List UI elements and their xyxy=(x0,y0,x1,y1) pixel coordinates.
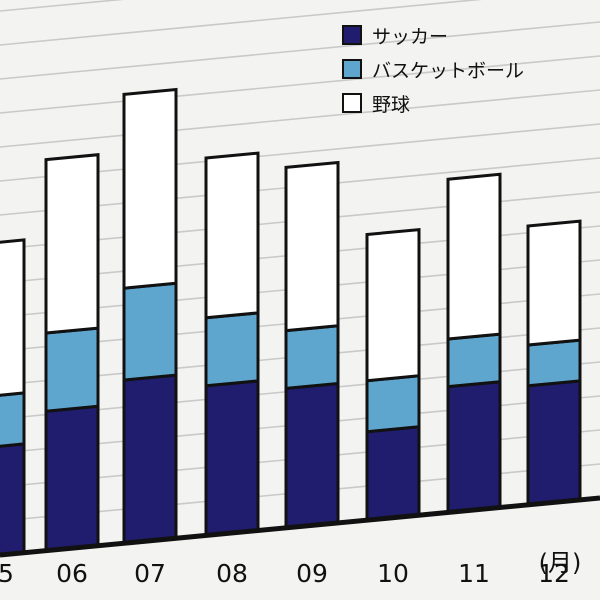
bar-segment-07-series-2 xyxy=(122,87,178,290)
grid-line xyxy=(0,123,600,182)
bar-segment-08-series-1 xyxy=(204,311,260,388)
bar-segment-11-series-1 xyxy=(446,332,502,389)
legend-item-baseball: 野球 xyxy=(342,90,524,116)
grid-line xyxy=(0,0,483,46)
legend-label-soccer: サッカー xyxy=(372,25,449,48)
x-axis-unit-label: (月) xyxy=(539,549,582,577)
bar-segment-11-series-2 xyxy=(446,172,502,341)
bar-segment-07-series-1 xyxy=(122,281,178,382)
x-tick-label: 12 xyxy=(538,559,570,588)
bar-segment-09-series-2 xyxy=(284,160,340,333)
x-tick-label: 05 xyxy=(0,559,14,588)
x-tick-label: 07 xyxy=(134,559,166,588)
x-tick-label: 08 xyxy=(216,559,248,588)
bar-segment-08-series-2 xyxy=(204,151,260,320)
grid-line xyxy=(0,0,125,12)
bar-segment-10-series-0 xyxy=(365,425,421,522)
legend-swatch-basketball xyxy=(342,59,362,79)
x-tick-label: 09 xyxy=(296,559,328,588)
chart-legend: サッカー バスケットボール 野球 xyxy=(342,22,524,116)
legend-label-basketball: バスケットボール xyxy=(372,59,525,82)
grid-line xyxy=(0,21,600,80)
legend-swatch-soccer xyxy=(342,25,362,45)
x-tick-label: 06 xyxy=(56,559,88,588)
x-tick-label: 10 xyxy=(377,559,409,588)
bar-segment-11-series-0 xyxy=(446,380,502,515)
bar-segment-09-series-1 xyxy=(284,324,340,391)
bar-segment-12-series-2 xyxy=(526,219,582,347)
legend-item-basketball: バスケットボール xyxy=(342,56,524,82)
legend-label-baseball: 野球 xyxy=(372,93,411,116)
bar-segment-10-series-2 xyxy=(365,227,421,383)
x-tick-label: 11 xyxy=(458,559,490,588)
bar-segment-10-series-1 xyxy=(365,374,421,434)
legend-item-soccer: サッカー xyxy=(342,22,524,48)
bar-segment-06-series-2 xyxy=(44,153,100,335)
grid-line xyxy=(0,89,600,148)
bar-segment-06-series-1 xyxy=(44,326,100,413)
bar-segment-06-series-0 xyxy=(44,404,100,553)
bar-segment-09-series-0 xyxy=(284,381,340,530)
legend-swatch-baseball xyxy=(342,93,362,113)
bar-segment-05-series-1 xyxy=(0,391,26,448)
bar-segment-07-series-0 xyxy=(122,373,178,545)
grid-line xyxy=(0,55,600,114)
bar-segment-12-series-1 xyxy=(526,338,582,388)
bar-segment-12-series-0 xyxy=(526,379,582,507)
bar-segment-05-series-2 xyxy=(0,238,26,397)
x-axis-line xyxy=(0,495,600,558)
bar-segment-05-series-0 xyxy=(0,442,26,557)
bar-segment-08-series-0 xyxy=(204,379,260,538)
